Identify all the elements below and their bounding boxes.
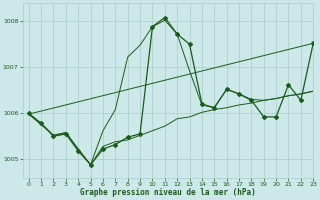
X-axis label: Graphe pression niveau de la mer (hPa): Graphe pression niveau de la mer (hPa) — [80, 188, 256, 197]
